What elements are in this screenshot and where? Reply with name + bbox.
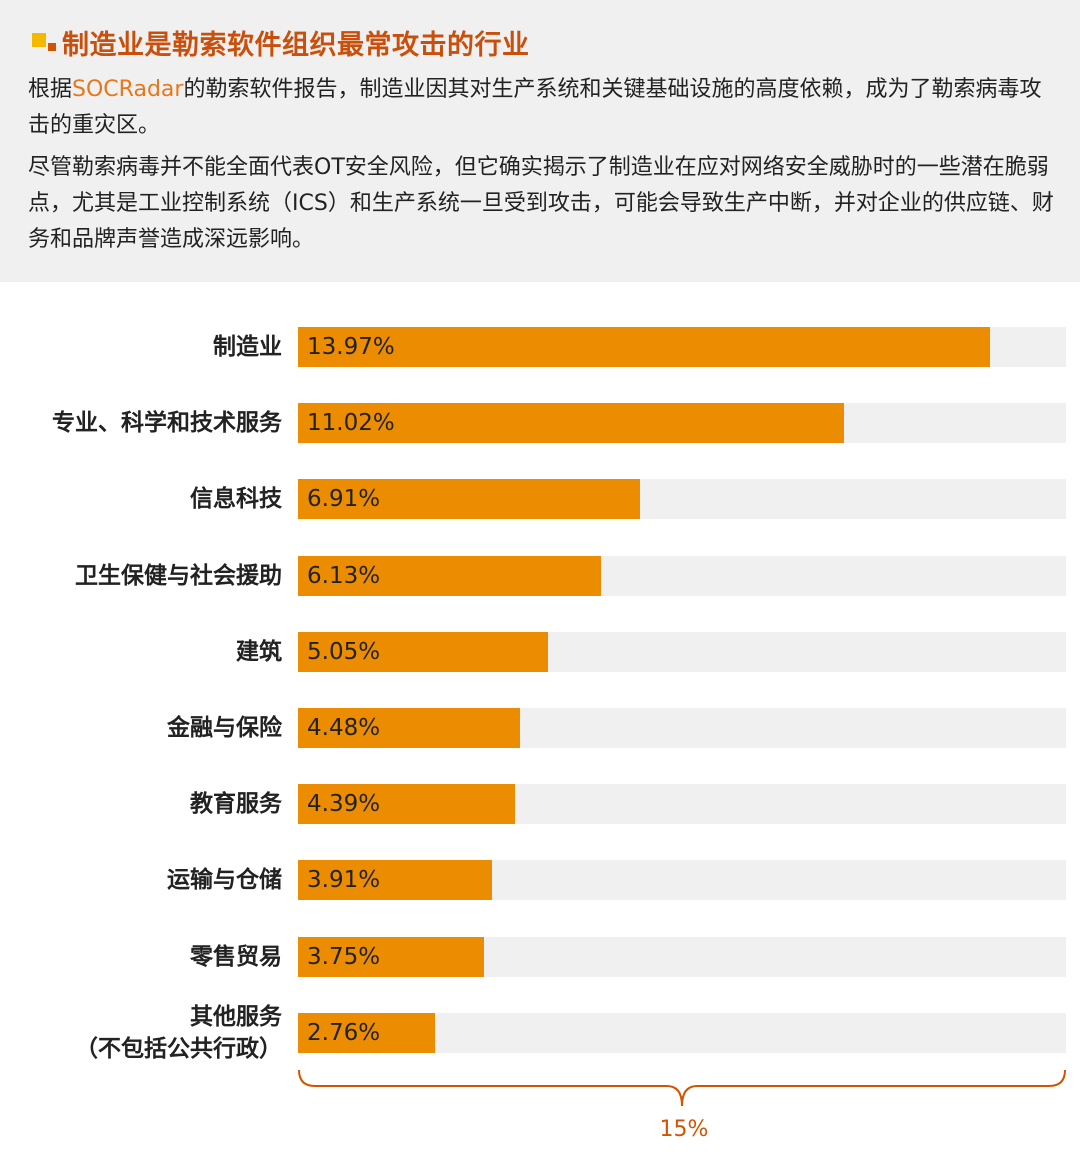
- bar-track: 11.02%: [298, 403, 1066, 443]
- scale-label: 15%: [659, 1117, 709, 1142]
- title-row: 制造业是勒索软件组织最常攻击的行业: [30, 22, 530, 62]
- bar-value-label: 2.76%: [307, 1020, 381, 1046]
- category-label-line: 制造业: [213, 334, 282, 360]
- bar: [298, 1013, 435, 1053]
- bar-track: 3.75%: [298, 937, 1066, 977]
- category-label-line: 零售贸易: [190, 944, 282, 970]
- category-label: 建筑: [236, 636, 282, 668]
- bar-track: 4.39%: [298, 784, 1066, 824]
- category-label-line: （不包括公共行政）: [75, 1036, 282, 1062]
- bar-track: 6.91%: [298, 479, 1066, 519]
- category-label: 零售贸易: [190, 941, 282, 973]
- bar-track: 5.05%: [298, 632, 1066, 672]
- category-label-line: 卫生保健与社会援助: [75, 563, 282, 589]
- category-label: 卫生保健与社会援助: [75, 560, 282, 592]
- category-label: 运输与仓储: [167, 864, 282, 896]
- bar-value-label: 4.48%: [307, 715, 381, 741]
- bar: [298, 403, 844, 443]
- bar-value-label: 6.13%: [307, 563, 381, 589]
- bar-value-label: 3.75%: [307, 944, 381, 970]
- bar-value-label: 6.91%: [307, 486, 381, 512]
- bar-track: 6.13%: [298, 556, 1066, 596]
- category-label: 制造业: [213, 331, 282, 363]
- socradar-highlight: SOCRadar: [72, 77, 184, 102]
- bar-track: 3.91%: [298, 860, 1066, 900]
- bar-value-label: 5.05%: [307, 639, 381, 665]
- category-label-line: 教育服务: [190, 791, 282, 817]
- category-label: 信息科技: [190, 483, 282, 515]
- bar-value-label: 11.02%: [307, 410, 395, 436]
- category-label-line: 信息科技: [190, 486, 282, 512]
- bar: [298, 708, 520, 748]
- bar-track: 4.48%: [298, 708, 1066, 748]
- bar: [298, 479, 641, 519]
- page-title: 制造业是勒索软件组织最常攻击的行业: [62, 29, 530, 61]
- category-label: 专业、科学和技术服务: [52, 407, 282, 439]
- bar-track: 13.97%: [298, 327, 1066, 367]
- bar-value-label: 3.91%: [307, 867, 381, 893]
- bar: [298, 937, 484, 977]
- header-panel: 制造业是勒索软件组织最常攻击的行业 根据SOCRadar的勒索软件报告，制造业因…: [0, 0, 1080, 282]
- category-label-line: 金融与保险: [167, 715, 282, 741]
- title-square-icon: [30, 30, 58, 54]
- category-label-line: 其他服务: [190, 1004, 282, 1030]
- bar: [298, 632, 549, 672]
- bar-track: 2.76%: [298, 1013, 1066, 1053]
- intro-text-end: 的勒索软件报告，制造业因其对生产系统和关键基础设施的高度依赖，成为了勒索病毒攻击…: [28, 77, 1042, 138]
- bar-value-label: 13.97%: [307, 334, 395, 360]
- category-label: 金融与保险: [167, 712, 282, 744]
- category-label-line: 运输与仓储: [167, 867, 282, 893]
- intro-paragraph: 根据SOCRadar的勒索软件报告，制造业因其对生产系统和关键基础设施的高度依赖…: [28, 72, 1058, 144]
- intro-text-start: 根据: [28, 77, 73, 102]
- category-label-line: 专业、科学和技术服务: [52, 410, 282, 436]
- detail-paragraph: 尽管勒索病毒并不能全面代表OT安全风险，但它确实揭示了制造业在应对网络安全威胁时…: [28, 155, 1054, 252]
- bar: [298, 784, 516, 824]
- bar-value-label: 4.39%: [307, 791, 381, 817]
- bar: [298, 860, 492, 900]
- category-label-line: 建筑: [236, 639, 282, 665]
- bar: [298, 327, 990, 367]
- category-label: 教育服务: [190, 788, 282, 820]
- bar: [298, 556, 602, 596]
- category-label: 其他服务 （不包括公共行政）: [75, 1001, 282, 1065]
